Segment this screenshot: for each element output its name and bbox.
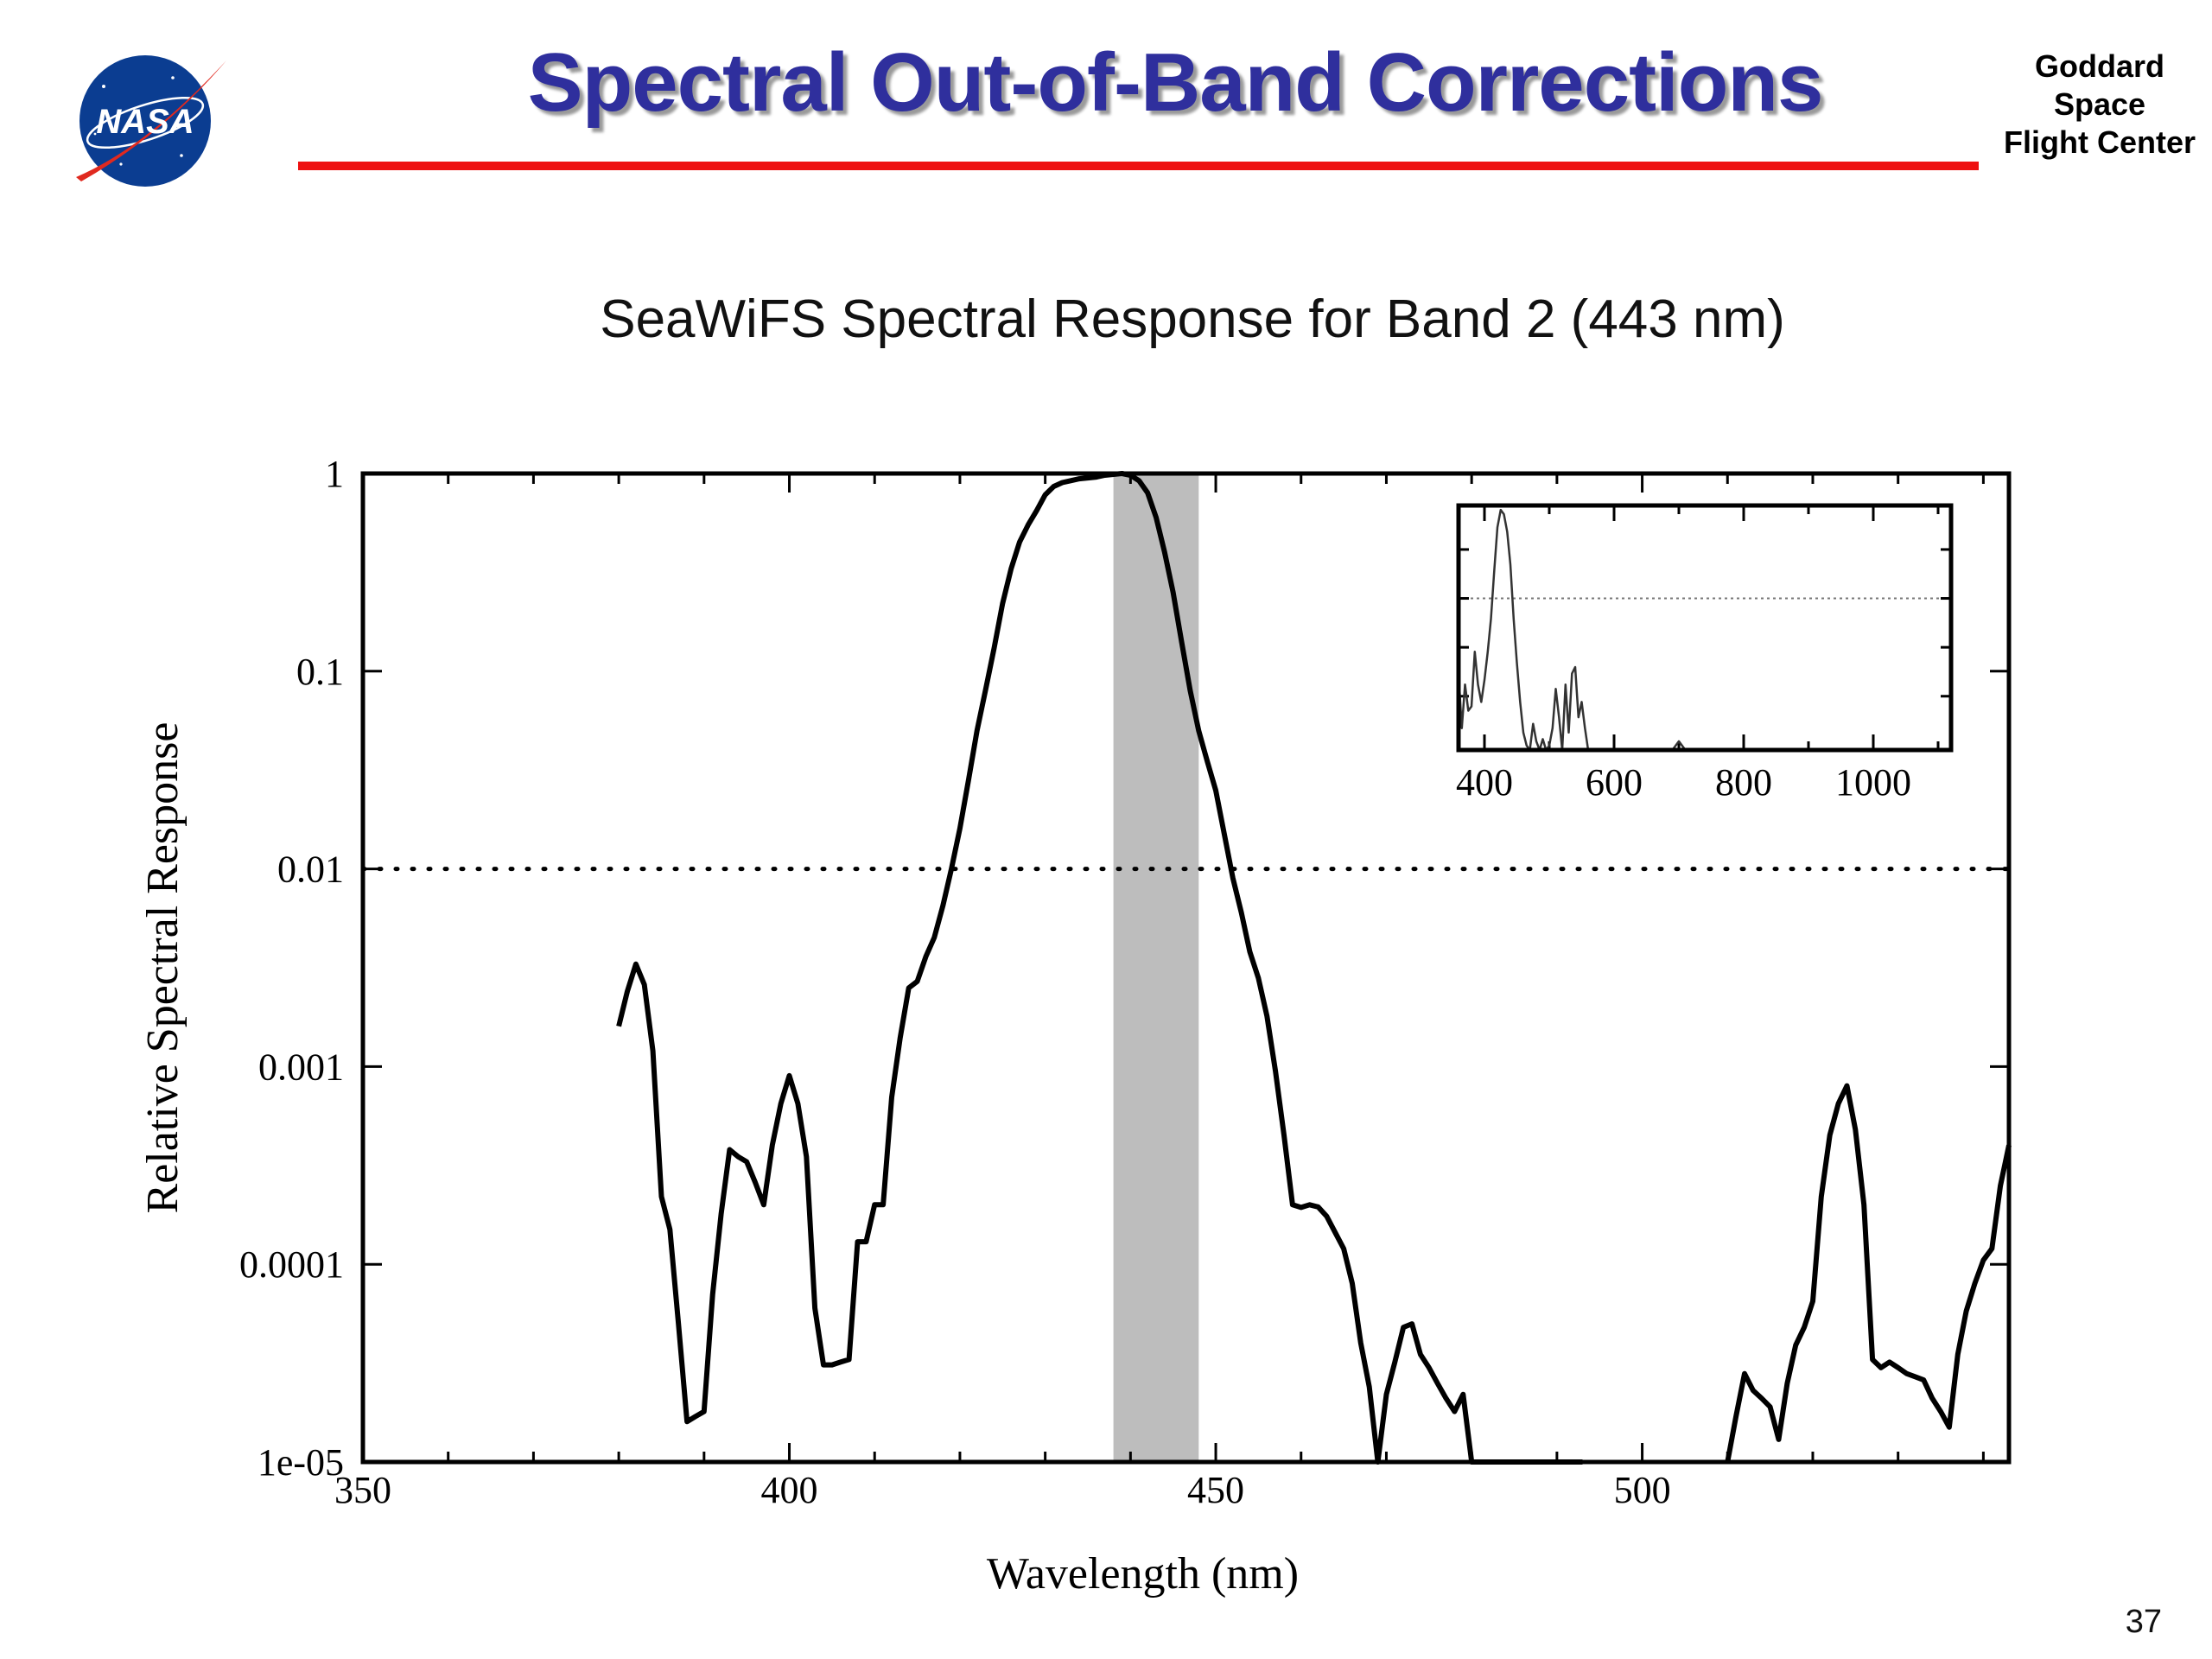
y-axis-label: Relative Spectral Response: [138, 722, 188, 1214]
page-number: 37: [2125, 1604, 2162, 1640]
org-line-1: Goddard: [2035, 48, 2164, 84]
x-tick-label: 400: [761, 1469, 818, 1511]
shaded-band: [1113, 474, 1199, 1462]
x-tick-label: 450: [1187, 1469, 1244, 1511]
inset-frame: [1456, 503, 1954, 753]
plot-frame: [360, 471, 2012, 1465]
chart-title: SeaWiFS Spectral Response for Band 2 (44…: [600, 289, 1785, 349]
x-axis-label: Wavelength (nm): [987, 1549, 1299, 1599]
inset-x-tick-label: 800: [1715, 761, 1772, 804]
slide-title: Spectral Out-of-Band Corrections: [527, 36, 1824, 129]
y-tick-label: 0.1: [296, 651, 344, 693]
organization-name: Goddard Space Flight Center: [1996, 48, 2203, 162]
inset-x-tick-label: 600: [1586, 761, 1643, 804]
nasa-logo-icon: NASA: [76, 55, 226, 187]
title-underline: [298, 162, 1979, 170]
y-tick-label: 1e-05: [257, 1441, 344, 1484]
inset-x-tick-label: 400: [1456, 761, 1513, 804]
response-curve-2: [1725, 1083, 2012, 1463]
x-tick-label: 350: [334, 1469, 391, 1511]
org-line-3: Flight Center: [2004, 124, 2196, 160]
inset-plot: 400 600 800 1000: [1456, 503, 1954, 804]
y-tick-label: 1: [325, 453, 344, 495]
y-tick-label: 0.0001: [239, 1243, 344, 1286]
inset-x-tick-label: 1000: [1835, 761, 1911, 804]
inset-background: [1459, 505, 1951, 750]
org-line-2: Space: [2053, 86, 2146, 122]
main-plot: 350 400 450 500 1 0.1 0.01 0.001 0.0001 1e-05 Wave…: [138, 453, 2012, 1599]
response-curve-1: [616, 471, 1583, 1465]
x-tick-label: 500: [1614, 1469, 1671, 1511]
y-tick-label: 0.01: [277, 849, 344, 891]
svg-text:NASA: NASA: [96, 103, 194, 141]
y-tick-label: 0.001: [258, 1046, 344, 1088]
